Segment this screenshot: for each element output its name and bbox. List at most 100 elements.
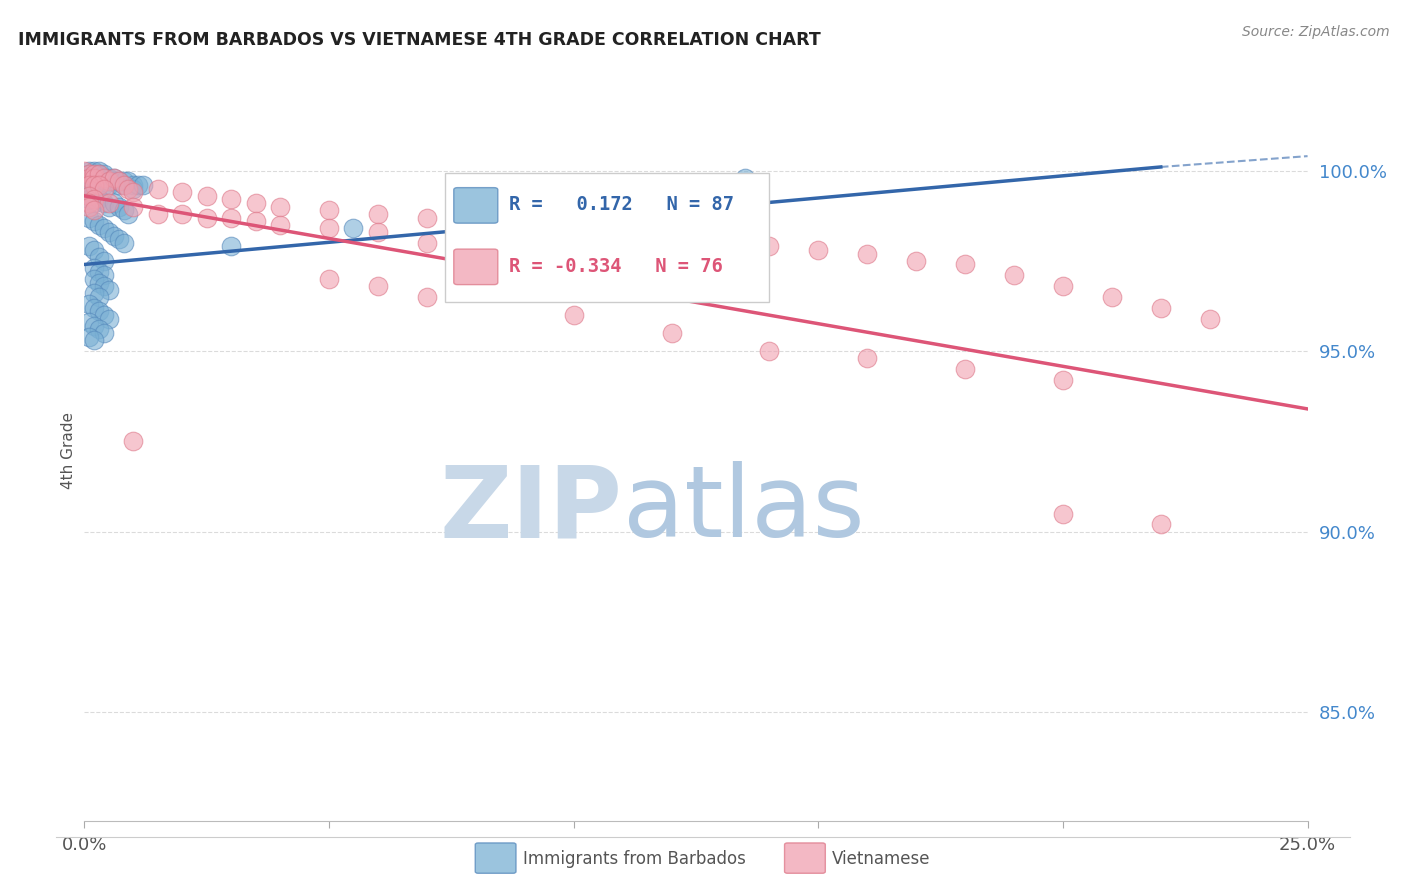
- Point: [93, 170, 115, 185]
- Point: [77, 163, 100, 178]
- Point: [87, 174, 110, 188]
- Text: Immigrants from Barbados: Immigrants from Barbados: [523, 850, 747, 868]
- Point: [87, 167, 110, 181]
- Point: [87, 250, 110, 264]
- Point: [87, 276, 110, 290]
- Point: [661, 326, 683, 340]
- Point: [562, 308, 585, 322]
- Point: [93, 268, 115, 283]
- Point: [83, 170, 105, 185]
- Point: [112, 203, 135, 218]
- Text: ZIP: ZIP: [440, 461, 623, 558]
- Point: [112, 174, 135, 188]
- Point: [97, 174, 120, 188]
- Point: [195, 189, 218, 203]
- Point: [269, 218, 291, 232]
- Point: [464, 239, 486, 253]
- Point: [77, 170, 100, 185]
- Point: [367, 207, 389, 221]
- Point: [245, 196, 267, 211]
- Point: [77, 211, 100, 225]
- Point: [1150, 517, 1173, 532]
- Point: [77, 200, 100, 214]
- Point: [93, 170, 115, 185]
- Point: [367, 279, 389, 293]
- Point: [97, 225, 120, 239]
- Text: IMMIGRANTS FROM BARBADOS VS VIETNAMESE 4TH GRADE CORRELATION CHART: IMMIGRANTS FROM BARBADOS VS VIETNAMESE 4…: [18, 31, 821, 49]
- Point: [122, 200, 145, 214]
- Point: [416, 235, 439, 250]
- Point: [513, 218, 536, 232]
- FancyBboxPatch shape: [454, 249, 498, 285]
- Point: [87, 170, 110, 185]
- Point: [83, 214, 105, 228]
- Point: [953, 257, 976, 271]
- Point: [219, 193, 242, 207]
- Point: [734, 170, 756, 185]
- Point: [122, 186, 145, 200]
- Point: [661, 261, 683, 276]
- Point: [103, 196, 125, 211]
- Text: Source: ZipAtlas.com: Source: ZipAtlas.com: [1241, 25, 1389, 39]
- Point: [83, 196, 105, 211]
- Point: [83, 193, 105, 207]
- Point: [87, 265, 110, 279]
- Point: [612, 207, 634, 221]
- Point: [97, 311, 120, 326]
- Point: [107, 232, 129, 246]
- Point: [83, 178, 105, 192]
- Point: [97, 170, 120, 185]
- Point: [93, 326, 115, 340]
- Point: [77, 193, 100, 207]
- Point: [77, 167, 100, 181]
- Point: [93, 196, 115, 211]
- Point: [97, 200, 120, 214]
- Point: [367, 225, 389, 239]
- Point: [97, 283, 120, 297]
- Point: [77, 196, 100, 211]
- FancyBboxPatch shape: [454, 187, 498, 223]
- Point: [122, 178, 145, 192]
- Point: [77, 189, 100, 203]
- Point: [112, 178, 135, 192]
- Point: [93, 178, 115, 192]
- Point: [83, 318, 105, 333]
- Point: [83, 167, 105, 181]
- Point: [905, 253, 928, 268]
- FancyBboxPatch shape: [446, 173, 769, 302]
- Point: [758, 344, 780, 359]
- Point: [93, 167, 115, 181]
- Point: [953, 362, 976, 376]
- Text: atlas: atlas: [623, 461, 865, 558]
- Point: [87, 193, 110, 207]
- Point: [83, 261, 105, 276]
- Point: [83, 163, 105, 178]
- Point: [146, 181, 169, 195]
- Point: [77, 167, 100, 181]
- Point: [97, 178, 120, 192]
- Point: [73, 167, 96, 181]
- Point: [87, 304, 110, 318]
- Point: [1052, 373, 1074, 387]
- Point: [1150, 301, 1173, 315]
- Text: R =   0.172   N = 87: R = 0.172 N = 87: [509, 195, 734, 214]
- Point: [562, 253, 585, 268]
- Point: [87, 290, 110, 304]
- Point: [83, 181, 105, 195]
- Point: [195, 211, 218, 225]
- Point: [93, 174, 115, 188]
- Text: R = -0.334   N = 76: R = -0.334 N = 76: [509, 257, 723, 276]
- Point: [318, 203, 340, 218]
- Point: [112, 178, 135, 192]
- Point: [83, 301, 105, 315]
- Point: [122, 181, 145, 195]
- Point: [107, 174, 129, 188]
- Point: [77, 189, 100, 203]
- Point: [73, 186, 96, 200]
- Point: [132, 178, 155, 192]
- Point: [83, 170, 105, 185]
- Point: [97, 196, 120, 211]
- Point: [562, 221, 585, 235]
- Point: [127, 178, 149, 192]
- Point: [83, 334, 105, 348]
